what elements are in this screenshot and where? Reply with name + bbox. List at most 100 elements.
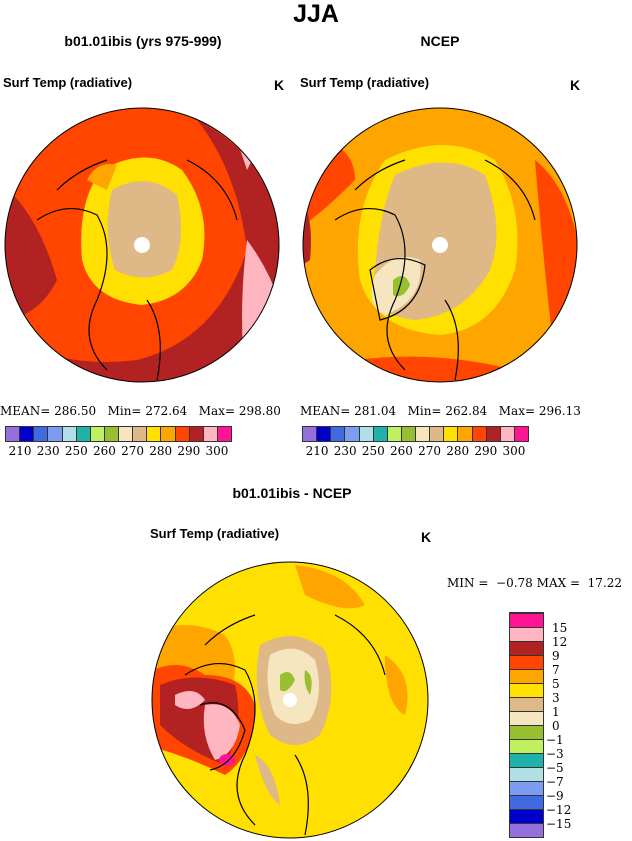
colorbar-swatch — [430, 427, 445, 441]
mean-value: 281.04 — [354, 404, 397, 418]
colorbar-swatch — [48, 427, 63, 441]
max-value: 298.80 — [238, 404, 281, 418]
colorbar-swatch — [510, 753, 543, 767]
colorbar-tick-label: 230 — [333, 444, 357, 458]
colorbar-swatch — [510, 627, 543, 641]
colorbar-swatch — [345, 427, 360, 441]
colorbar-swatch — [486, 427, 501, 441]
colorbar-tick-label: 5 — [552, 677, 560, 691]
colorbar-tick-label: 210 — [305, 444, 329, 458]
colorbar-swatch — [6, 427, 21, 441]
colorbar-difference — [509, 612, 544, 838]
colorbar-tick-label: −9 — [546, 789, 564, 803]
mean-value: 286.50 — [54, 404, 97, 418]
colorbar-tick-label: 280 — [149, 444, 173, 458]
panel1-stats: MEAN= 286.50 Min= 272.64 Max= 298.80 — [0, 404, 281, 418]
colorbar-tick-label: 270 — [418, 444, 442, 458]
min-value: 262.84 — [445, 404, 488, 418]
diff-stats: MIN = −0.78 MAX = 17.22 — [447, 576, 622, 590]
colorbar-tick-label: 250 — [361, 444, 385, 458]
colorbar-swatch — [20, 427, 35, 441]
colorbar-ncep — [302, 426, 529, 442]
colorbar-swatch — [359, 427, 374, 441]
diff-variable: Surf Temp (radiative) — [150, 526, 280, 541]
colorbar-tick-label: −15 — [546, 817, 572, 831]
max-label: Max= — [498, 404, 536, 418]
colorbar-swatch — [62, 427, 77, 441]
colorbar-swatch — [510, 655, 543, 669]
colorbar-tick-label: 15 — [552, 621, 568, 635]
colorbar-swatch — [387, 427, 402, 441]
colorbar-tick-label: −1 — [546, 733, 564, 747]
colorbar-tick-label: 1 — [552, 705, 560, 719]
colorbar-tick-label: 300 — [205, 444, 229, 458]
mean-label: MEAN= — [0, 404, 51, 418]
colorbar-tick-label: 290 — [474, 444, 498, 458]
panel2-units: K — [570, 77, 581, 93]
colorbar-tick-label: 210 — [8, 444, 32, 458]
colorbar-swatch — [161, 427, 176, 441]
colorbar-tick-label: 12 — [552, 635, 568, 649]
panel2-stats: MEAN= 281.04 Min= 262.84 Max= 296.13 — [300, 404, 581, 418]
map-ncep — [302, 107, 578, 383]
max-label: Max= — [198, 404, 236, 418]
diff-units: K — [421, 529, 432, 545]
map-model — [4, 107, 280, 383]
colorbar-swatch — [458, 427, 473, 441]
colorbar-tick-label: 260 — [389, 444, 413, 458]
colorbar-tick-label: −3 — [546, 747, 564, 761]
colorbar-swatch — [303, 427, 318, 441]
colorbar-tick-label: 290 — [177, 444, 201, 458]
colorbar-tick-label: 0 — [552, 719, 560, 733]
colorbar-swatch — [104, 427, 119, 441]
colorbar-swatch — [510, 795, 543, 809]
panel1-units: K — [274, 77, 285, 93]
min-label: MIN = — [447, 576, 489, 590]
colorbar-swatch — [119, 427, 134, 441]
colorbar-model — [5, 426, 232, 442]
colorbar-tick-label: −12 — [546, 803, 572, 817]
min-value: −0.78 — [496, 576, 533, 590]
colorbar-swatch — [401, 427, 416, 441]
mean-label: MEAN= — [300, 404, 351, 418]
min-value: 272.64 — [145, 404, 188, 418]
colorbar-swatch — [331, 427, 346, 441]
colorbar-swatch — [90, 427, 105, 441]
max-value: 17.22 — [587, 576, 623, 590]
colorbar-tick-label: 7 — [552, 663, 560, 677]
colorbar-swatch — [510, 823, 543, 837]
colorbar-swatch — [510, 613, 543, 627]
diff-subtitle: b01.01ibis - NCEP — [232, 485, 352, 501]
colorbar-swatch — [133, 427, 148, 441]
colorbar-swatch — [472, 427, 487, 441]
max-value: 296.13 — [538, 404, 581, 418]
min-label: Min= — [407, 404, 442, 418]
colorbar-swatch — [510, 809, 543, 823]
panel2-variable: Surf Temp (radiative) — [300, 75, 430, 90]
colorbar-swatch — [34, 427, 49, 441]
colorbar-swatch — [500, 427, 515, 441]
colorbar-tick-label: 9 — [552, 649, 560, 663]
colorbar-tick-label: 270 — [121, 444, 145, 458]
colorbar-swatch — [510, 725, 543, 739]
colorbar-tick-label: 260 — [92, 444, 116, 458]
panel2-subtitle: NCEP — [420, 33, 460, 49]
colorbar-swatch — [416, 427, 431, 441]
colorbar-tick-label: 280 — [446, 444, 470, 458]
colorbar-swatch — [373, 427, 388, 441]
min-label: Min= — [107, 404, 142, 418]
map-difference — [151, 561, 429, 839]
colorbar-tick-label: 300 — [502, 444, 526, 458]
colorbar-swatch — [76, 427, 91, 441]
colorbar-swatch — [203, 427, 218, 441]
colorbar-swatch — [510, 697, 543, 711]
colorbar-swatch — [510, 711, 543, 725]
colorbar-swatch — [514, 427, 528, 441]
colorbar-swatch — [175, 427, 190, 441]
colorbar-tick-label: 3 — [552, 691, 560, 705]
max-label: MAX = — [536, 576, 581, 590]
colorbar-swatch — [217, 427, 231, 441]
colorbar-swatch — [510, 767, 543, 781]
colorbar-tick-label: 250 — [64, 444, 88, 458]
